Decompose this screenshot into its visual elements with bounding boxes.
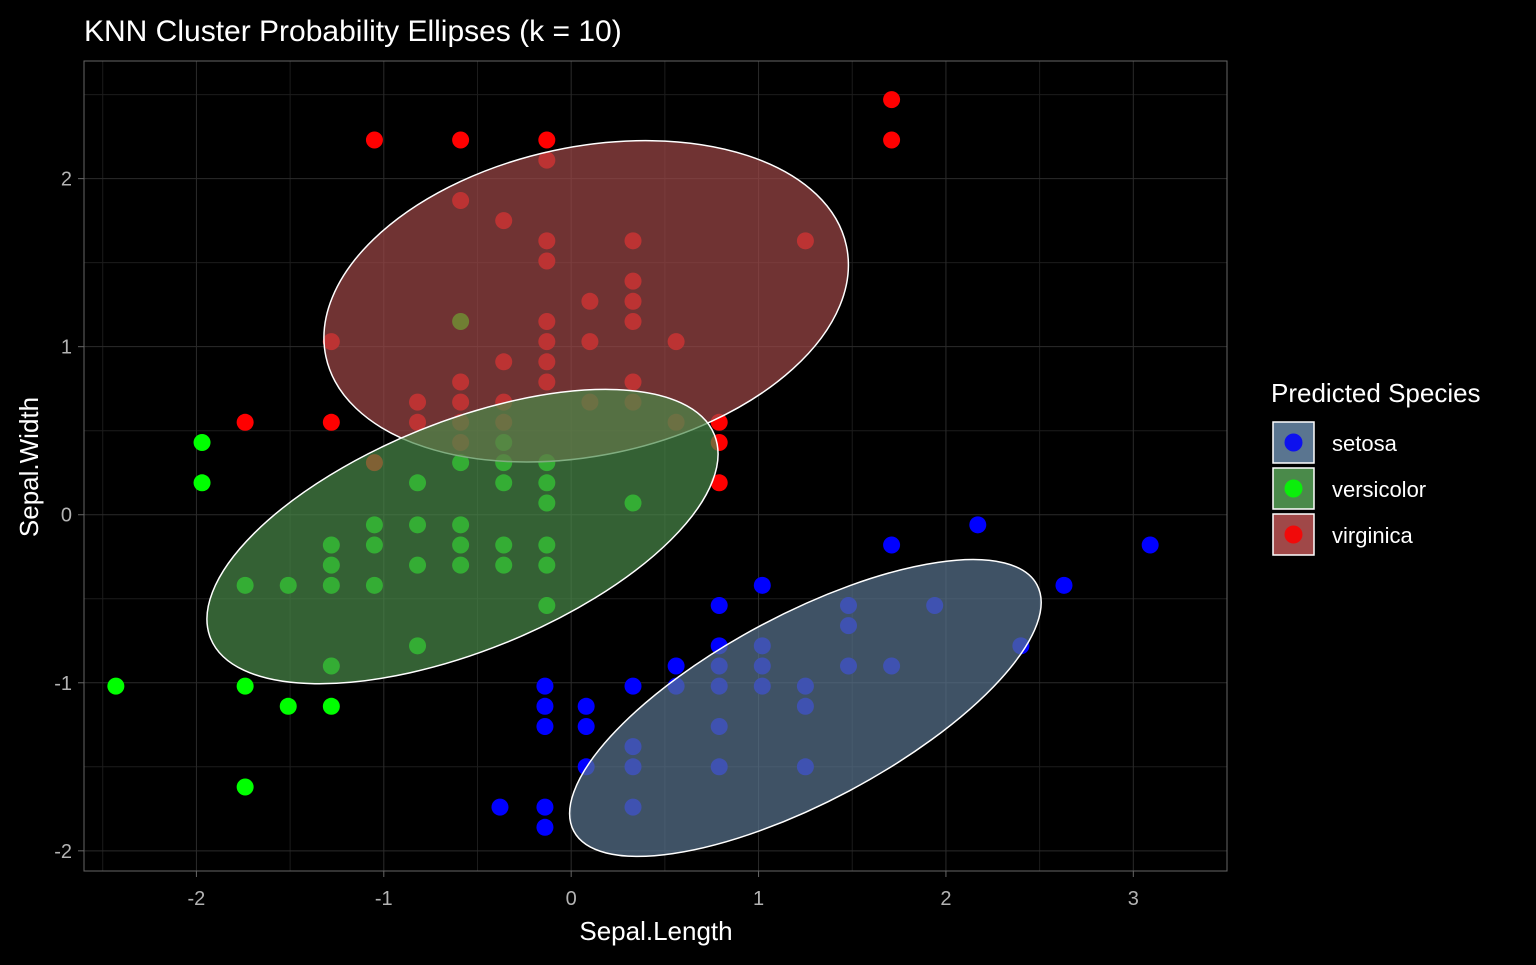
- data-point-setosa: [536, 798, 554, 816]
- data-point-virginica: [883, 91, 901, 109]
- y-tick-label: 0: [61, 505, 72, 527]
- data-point-virginica: [538, 131, 556, 149]
- legend-item-setosa: setosa: [1272, 421, 1398, 464]
- axes-layer: -2 -1 0 1 2 3 -2 -1 0 1 2: [54, 60, 1228, 910]
- probability-ellipse-versicolor: [206, 388, 719, 685]
- legend-title: Predicted Species: [1271, 378, 1481, 408]
- data-point-setosa: [624, 677, 642, 695]
- x-tick-label: 2: [940, 888, 951, 910]
- x-tick-label: -2: [188, 888, 206, 910]
- legend-marker-versicolor: [1284, 479, 1303, 498]
- legend-label-versicolor: versicolor: [1332, 477, 1426, 502]
- data-point-setosa: [536, 818, 554, 836]
- legend-marker-setosa: [1284, 433, 1303, 452]
- data-point-versicolor: [193, 474, 211, 492]
- data-point-setosa: [536, 717, 554, 735]
- panel-border: [83, 60, 1228, 872]
- data-point-versicolor: [236, 778, 254, 796]
- data-point-virginica: [322, 413, 340, 431]
- data-point-setosa: [491, 798, 509, 816]
- data-point-versicolor: [236, 677, 254, 695]
- data-point-setosa: [1055, 576, 1073, 594]
- data-point-setosa: [536, 677, 554, 695]
- data-point-setosa: [577, 697, 595, 715]
- legend-item-versicolor: versicolor: [1272, 467, 1426, 510]
- y-tick-label: 2: [61, 169, 72, 191]
- x-tick-label: 3: [1128, 888, 1139, 910]
- data-point-virginica: [710, 474, 728, 492]
- chart-title: KNN Cluster Probability Ellipses (k = 10…: [84, 15, 622, 48]
- data-point-setosa: [969, 516, 987, 534]
- data-point-setosa: [753, 576, 771, 594]
- data-point-setosa: [1141, 536, 1159, 554]
- legend-marker-virginica: [1284, 525, 1303, 544]
- y-tick-label: -1: [54, 673, 72, 695]
- data-point-setosa: [577, 717, 595, 735]
- legend: Predicted Species setosa versicolor virgin…: [1271, 378, 1481, 556]
- probability-ellipse-setosa: [568, 558, 1042, 858]
- legend-label-virginica: virginica: [1332, 523, 1413, 548]
- x-tick-label: 0: [566, 888, 577, 910]
- data-point-setosa: [667, 657, 685, 675]
- data-point-versicolor: [279, 697, 297, 715]
- data-point-virginica: [883, 131, 901, 149]
- data-point-setosa: [883, 536, 901, 554]
- data-point-setosa: [536, 697, 554, 715]
- y-axis-label: Sepal.Width: [14, 397, 44, 537]
- ellipse-layer: [206, 139, 1042, 858]
- x-tick-label: -1: [375, 888, 393, 910]
- x-tick-label: 1: [753, 888, 764, 910]
- y-tick-label: -2: [54, 841, 72, 863]
- data-point-versicolor: [322, 697, 340, 715]
- data-point-versicolor: [193, 433, 211, 451]
- data-point-setosa: [710, 596, 728, 614]
- data-point-virginica: [452, 131, 470, 149]
- data-point-virginica: [365, 131, 383, 149]
- legend-label-setosa: setosa: [1332, 431, 1398, 456]
- x-axis-label: Sepal.Length: [579, 916, 732, 946]
- data-point-versicolor: [107, 677, 125, 695]
- data-point-virginica: [236, 413, 254, 431]
- legend-item-virginica: virginica: [1272, 513, 1413, 556]
- y-tick-label: 1: [61, 337, 72, 359]
